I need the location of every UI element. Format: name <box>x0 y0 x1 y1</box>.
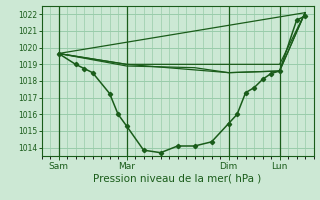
X-axis label: Pression niveau de la mer( hPa ): Pression niveau de la mer( hPa ) <box>93 173 262 183</box>
